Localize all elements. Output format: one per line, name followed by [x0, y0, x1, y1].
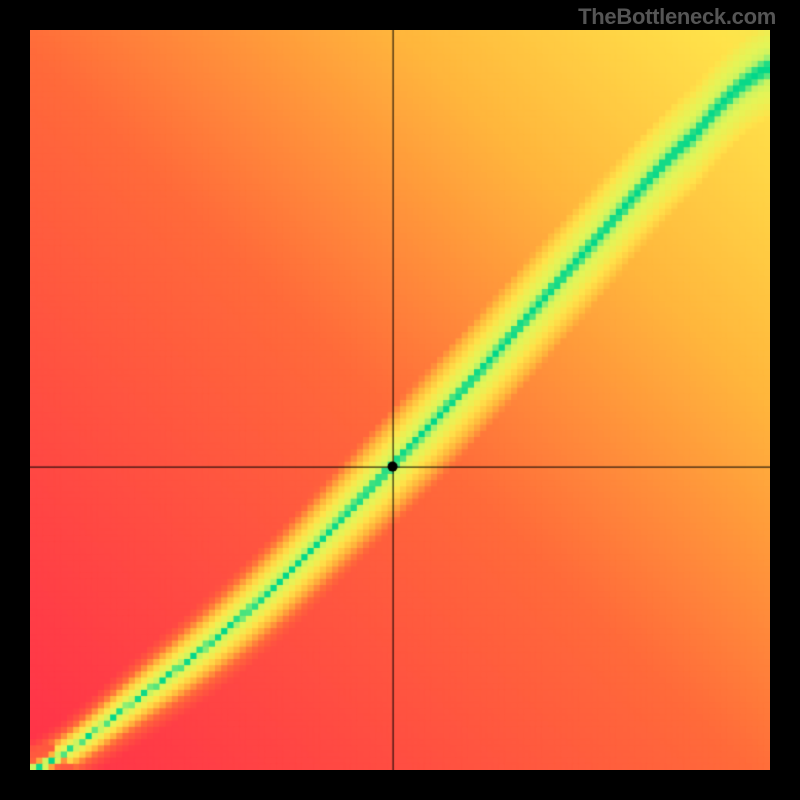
watermark-text: TheBottleneck.com — [578, 4, 776, 30]
bottleneck-heatmap — [30, 30, 770, 770]
